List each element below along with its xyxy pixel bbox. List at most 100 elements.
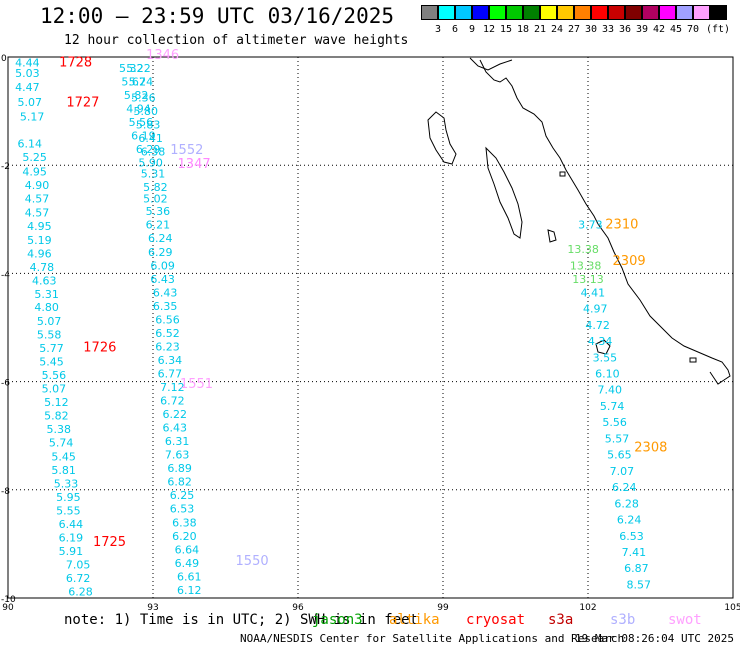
legend-swatch [455, 5, 472, 20]
wave-height-label: 5.45 [51, 450, 76, 463]
wave-height-label: 6.24 [148, 232, 173, 245]
track-id-label: 1726 [83, 340, 116, 355]
wave-height-label: 5.83 [136, 119, 161, 132]
wave-height-label: 4.34 [588, 335, 613, 348]
wave-height-label: 5.82 [44, 410, 69, 423]
wave-height-label: 5.32 [119, 62, 144, 75]
wave-height-label: 6.43 [163, 422, 188, 435]
wave-height-label: 7.40 [598, 384, 623, 397]
wave-height-label: 5.57 [605, 432, 630, 445]
wave-height-label: 4.44 [15, 56, 40, 69]
x-tick-label: 99 [437, 603, 449, 613]
track-id-label: 2308 [634, 441, 667, 456]
satellite-legend-item: swot [668, 612, 702, 628]
satellite-legend-item: altika [389, 612, 440, 628]
wave-height-label: 4.95 [22, 166, 47, 179]
plot-border [7, 56, 734, 599]
wave-height-label: 4.90 [25, 179, 50, 192]
wave-height-label: 4.72 [585, 319, 610, 332]
wave-height-label: 13.38 [567, 243, 599, 256]
wave-height-label: 6.56 [155, 313, 180, 326]
wave-height-label: 5.95 [56, 491, 81, 504]
mainland-coastline [479, 59, 731, 385]
legend-label: 30 [584, 24, 598, 35]
x-tick-label: 105 [724, 603, 740, 613]
y-tick-label: -10 [1, 595, 16, 605]
legend-label: 36 [618, 24, 632, 35]
wave-height-label: 7.07 [610, 465, 635, 478]
axis-tick-labels: 90 93 96 99 102 105 -10 -8 -6 -4 -2 0 [1, 54, 740, 613]
wave-height-label: 6.19 [131, 129, 156, 142]
wave-height-label: 6.24 [617, 514, 642, 527]
track-id-label: 1552 [170, 143, 203, 158]
legend-swatch [591, 5, 608, 20]
legend-swatch [659, 5, 676, 20]
wave-height-label: 5.12 [44, 396, 69, 409]
wave-height-label: 4.96 [27, 247, 52, 260]
wave-height-label: 6.23 [155, 340, 180, 353]
wave-height-label: 6.77 [158, 367, 183, 380]
wave-height-label: 5.24 [129, 75, 154, 88]
wave-height-label: 6.24 [612, 481, 637, 494]
wave-height-label: 3.73 [578, 219, 603, 232]
legend-label: 6 [451, 24, 459, 35]
wave-height-label: 6.49 [175, 557, 200, 570]
legend-unit: (ft) [706, 24, 731, 35]
y-tick-label: -6 [1, 379, 10, 389]
wave-height-label: 5.74 [600, 400, 625, 413]
y-tick-label: 0 [1, 54, 7, 64]
wave-height-label: 5.38 [47, 423, 72, 436]
legend-label: 27 [567, 24, 581, 35]
wave-height-label: 6.29 [136, 143, 161, 156]
wave-height-label: 4.95 [27, 220, 52, 233]
coastline-north-edge [469, 57, 513, 71]
legend-swatch [557, 5, 574, 20]
wave-height-label: 4.80 [34, 301, 59, 314]
wave-height-label: 5.19 [27, 234, 52, 247]
wave-height-label: 6.43 [150, 273, 175, 286]
chart-subtitle: 12 hour collection of altimeter wave hei… [64, 33, 409, 48]
wave-height-label: 5.58 [37, 329, 62, 342]
wave-height-label: 6.09 [150, 259, 175, 272]
wave-height-label: 6.89 [167, 462, 192, 475]
wave-height-label: 5.56 [129, 116, 154, 129]
wave-height-label: 5.25 [22, 151, 47, 164]
wave-height-label: 7.41 [622, 546, 647, 559]
x-tick-label: 96 [292, 603, 304, 613]
track-id-label: 1347 [178, 157, 211, 172]
wave-height-label: 6.29 [148, 246, 173, 259]
wave-height-label: 5.07 [18, 96, 43, 109]
wave-height-label: 6.10 [595, 367, 620, 380]
chart-title: 12:00 – 23:59 UTC 03/16/2025 [40, 4, 395, 28]
legend-label: 21 [533, 24, 547, 35]
legend-swatch [693, 5, 710, 20]
wave-height-label: 3.55 [593, 351, 618, 364]
legend-swatch [523, 5, 540, 20]
track-id-label: 1551 [180, 377, 213, 392]
island-small-3 [595, 339, 611, 355]
wave-height-label: 6.19 [59, 531, 84, 544]
wave-height-label: 6.21 [146, 219, 171, 232]
legend-swatch [642, 5, 659, 20]
legend-label: 33 [601, 24, 615, 35]
wave-height-label: 4.63 [32, 274, 57, 287]
track-id-label: 1346 [146, 48, 179, 63]
wave-height-label: 6.87 [624, 562, 649, 575]
satellite-legend-item: s3b [610, 612, 636, 628]
wave-height-label: 5.31 [34, 288, 59, 301]
grid-lines [8, 57, 733, 598]
wave-height-label: 6.34 [158, 354, 183, 367]
wave-height-label: 5.17 [20, 111, 45, 124]
wave-height-label: 6.20 [172, 530, 197, 543]
wave-height-label: 6.53 [170, 503, 195, 516]
wave-height-label: 6.64 [175, 543, 200, 556]
legend-label: 12 [482, 24, 496, 35]
legend-label: 70 [686, 24, 700, 35]
wave-height-label: 6.31 [165, 435, 190, 448]
track-id-label: 1550 [236, 554, 269, 569]
legend-label: 45 [669, 24, 683, 35]
footer-credit: NOAA/NESDIS Center for Satellite Applica… [240, 632, 625, 645]
legend-label: 9 [468, 24, 476, 35]
